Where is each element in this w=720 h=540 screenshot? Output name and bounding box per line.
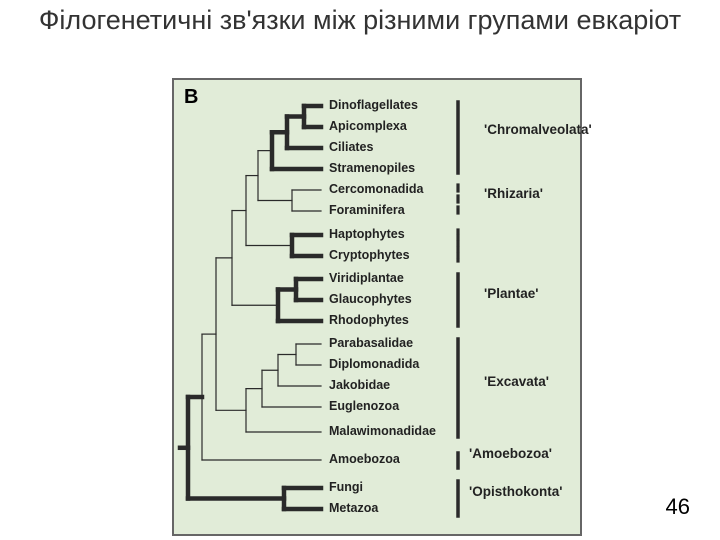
page-number: 46 bbox=[666, 494, 690, 520]
group-label-0: 'Chromalveolata' bbox=[484, 122, 592, 137]
taxon-stram: Stramenopiles bbox=[329, 161, 415, 175]
taxon-foram: Foraminifera bbox=[329, 203, 405, 217]
group-label-6: 'Opisthokonta' bbox=[469, 484, 562, 499]
taxon-diplo: Diplomonadida bbox=[329, 357, 419, 371]
taxon-hapto: Haptophytes bbox=[329, 227, 405, 241]
taxon-amoeb: Amoebozoa bbox=[329, 452, 400, 466]
taxon-cerc: Cercomonadida bbox=[329, 182, 423, 196]
taxon-api: Apicomplexa bbox=[329, 119, 407, 133]
taxon-dino: Dinoflagellates bbox=[329, 98, 418, 112]
taxon-cil: Ciliates bbox=[329, 140, 373, 154]
phylogeny-figure: B DinoflagellatesApicomplexaCiliatesStra… bbox=[172, 78, 582, 536]
taxon-eugl: Euglenozoa bbox=[329, 399, 399, 413]
taxon-jakob: Jakobidae bbox=[329, 378, 390, 392]
taxon-malaw: Malawimonadidae bbox=[329, 424, 436, 438]
page-title: Філогенетичні зв'язки між різними групам… bbox=[0, 4, 720, 36]
group-label-4: 'Excavata' bbox=[484, 374, 549, 389]
taxon-metaz: Metazoa bbox=[329, 501, 378, 515]
taxon-fungi: Fungi bbox=[329, 480, 363, 494]
taxon-virid: Viridiplantae bbox=[329, 271, 404, 285]
taxon-parab: Parabasalidae bbox=[329, 336, 413, 350]
taxon-glauc: Glaucophytes bbox=[329, 292, 412, 306]
taxon-crypto: Cryptophytes bbox=[329, 248, 410, 262]
group-label-1: 'Rhizaria' bbox=[484, 186, 543, 201]
group-label-5: 'Amoebozoa' bbox=[469, 446, 552, 461]
group-label-3: 'Plantae' bbox=[484, 286, 538, 301]
taxon-rhodo: Rhodophytes bbox=[329, 313, 409, 327]
